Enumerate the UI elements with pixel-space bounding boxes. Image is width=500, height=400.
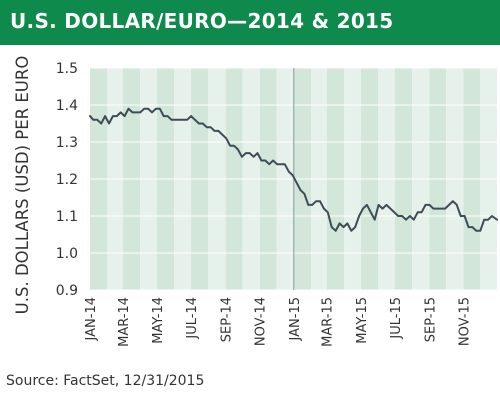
usd-per-euro-line	[89, 107, 498, 232]
x-tick-label: MAY-15	[355, 297, 370, 344]
x-tick-label: JUL-15	[389, 297, 404, 340]
chart-header: U.S. DOLLAR/EURO—2014 & 2015	[0, 0, 500, 45]
x-tick-label: JAN-15	[288, 297, 303, 341]
x-tick-label: MAR-15	[321, 297, 336, 347]
x-tick-label: NOV-14	[254, 297, 269, 346]
usd-per-euro-series	[89, 107, 498, 232]
x-tick-label: MAR-14	[117, 297, 132, 347]
x-tick-label: MAY-14	[151, 297, 166, 344]
y-tick-label: 1.5	[56, 61, 78, 77]
chart-title: U.S. DOLLAR/EURO—2014 & 2015	[10, 9, 394, 33]
x-tick-label: NOV-15	[458, 297, 473, 346]
y-tick-label: 1.1	[56, 209, 78, 225]
y-tick-label: 0.9	[56, 283, 78, 299]
y-tick-label: 1.3	[56, 135, 78, 151]
y-tick-label: 1.0	[56, 246, 78, 262]
y-axis-tick-labels: 1.5 1.4 1.3 1.2 1.1 1.0 0.9	[56, 61, 78, 299]
x-tick-label: SEP-14	[220, 297, 235, 342]
x-tick-label: SEP-15	[423, 297, 438, 342]
y-tick-label: 1.2	[56, 172, 78, 188]
x-axis-tick-labels: JAN-14 MAR-14 MAY-14 JUL-14 SEP-14 NOV-14 JAN-…	[84, 297, 473, 347]
x-tick-label: JUL-14	[185, 297, 200, 340]
source-note: Source: FactSet, 12/31/2015	[6, 373, 205, 389]
y-axis-label: U.S. DOLLARS (USD) PER EURO	[13, 56, 32, 315]
x-tick-label: JAN-14	[84, 297, 99, 341]
y-tick-label: 1.4	[56, 98, 78, 114]
